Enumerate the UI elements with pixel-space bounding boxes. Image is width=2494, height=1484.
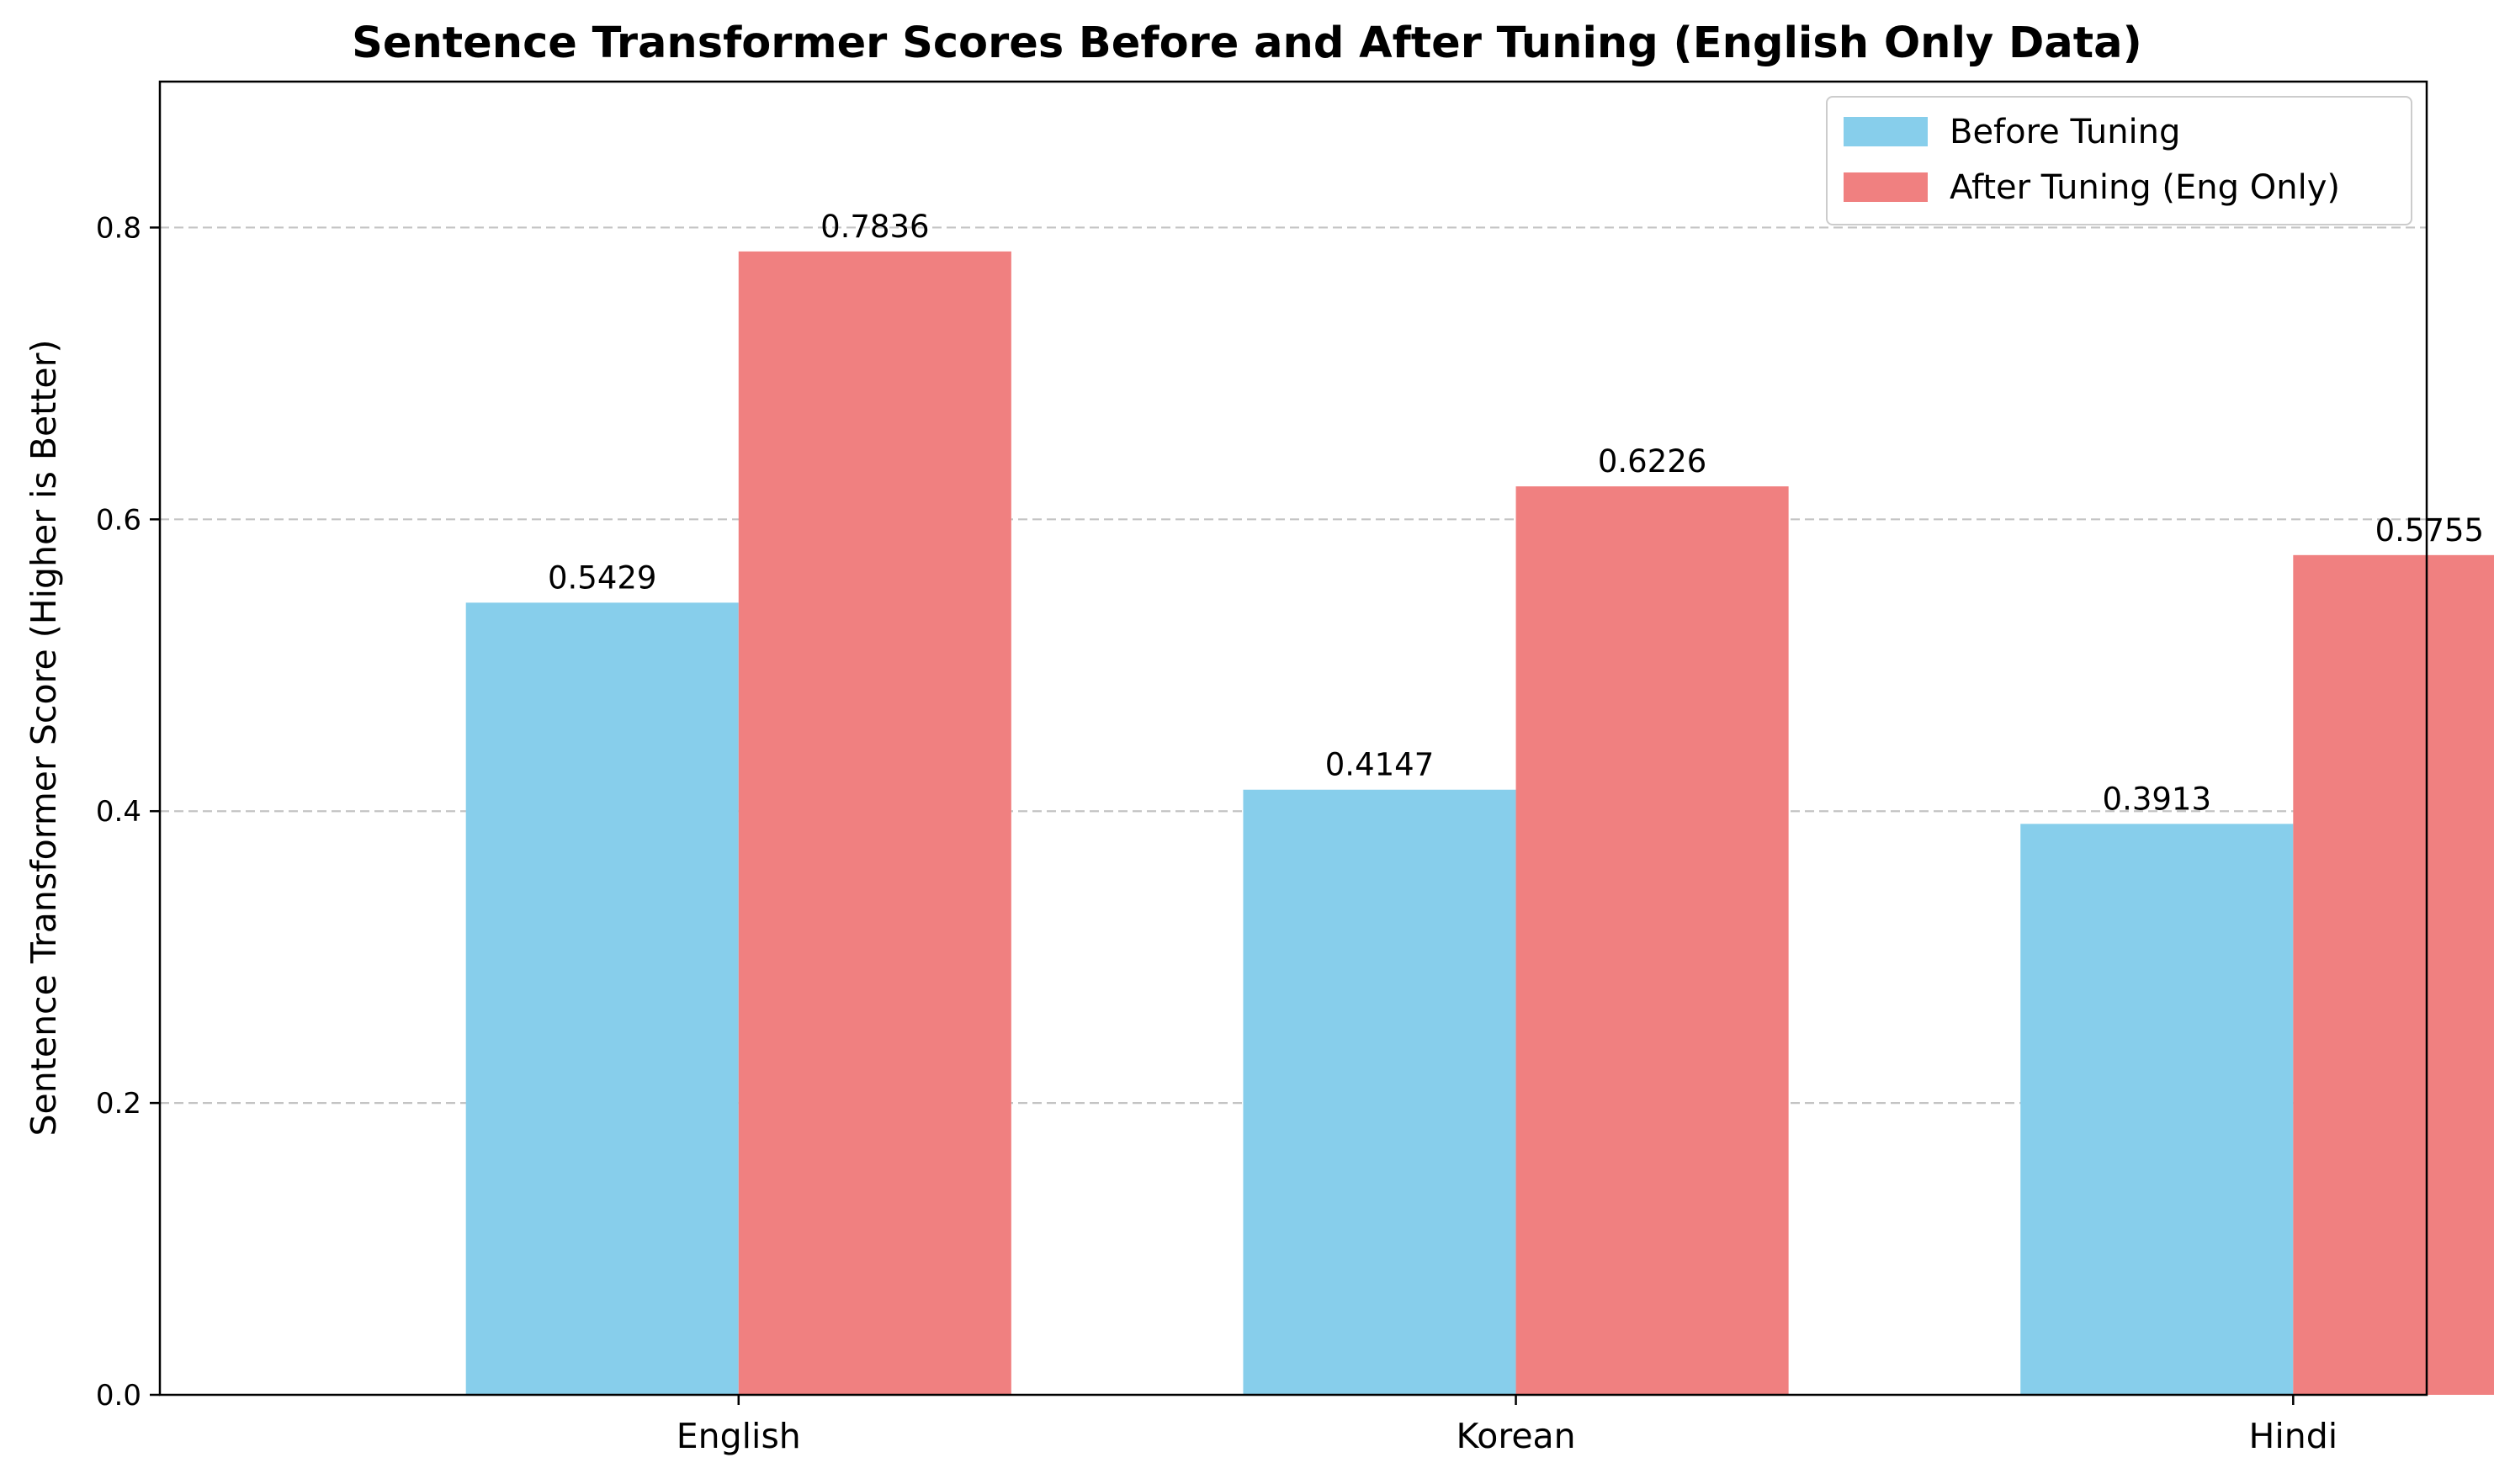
bar — [2293, 554, 2494, 1395]
plot-frame — [158, 80, 2428, 1397]
y-tick-label: 0.6 — [96, 503, 141, 537]
y-tick-label: 0.4 — [96, 795, 141, 829]
bar — [738, 251, 1011, 1395]
y-axis: 0.0 0.2 0.4 0.6 0.8 — [96, 211, 160, 1412]
x-tick-label: Korean — [1456, 1416, 1575, 1456]
bar — [2020, 824, 2294, 1395]
y-tick-label: 0.2 — [96, 1087, 141, 1121]
data-label: 0.5755 — [2375, 512, 2484, 549]
y-axis-label: Sentence Transformer Score (Higher is Be… — [24, 340, 64, 1137]
x-axis: English Korean Hindi — [677, 1395, 2337, 1456]
x-tick-label: English — [677, 1416, 801, 1456]
legend-swatch — [1844, 117, 1928, 146]
data-label: 0.3913 — [2103, 781, 2211, 817]
bars — [465, 251, 2494, 1395]
bar — [465, 602, 739, 1395]
legend-entry: Before Tuning — [1950, 113, 2180, 151]
legend: Before Tuning After Tuning (Eng Only) — [1826, 96, 2412, 225]
data-label: 0.4147 — [1325, 747, 1434, 783]
chart-title: Sentence Transformer Scores Before and A… — [352, 19, 2142, 68]
legend-swatch — [1844, 172, 1928, 202]
data-label: 0.6226 — [1598, 443, 1706, 480]
legend-entry: After Tuning (Eng Only) — [1950, 168, 2340, 207]
y-tick-label: 0.0 — [96, 1379, 141, 1412]
data-labels: 0.5429 0.7836 0.4147 0.6226 0.3913 0.5755 — [548, 209, 2484, 817]
bar — [1515, 486, 1789, 1395]
legend-box — [1826, 96, 2412, 225]
y-tick-label: 0.8 — [96, 211, 141, 245]
bar — [1243, 789, 1516, 1395]
data-label: 0.5429 — [548, 559, 656, 596]
x-tick-label: Hindi — [2249, 1416, 2338, 1456]
data-label: 0.7836 — [820, 209, 929, 245]
